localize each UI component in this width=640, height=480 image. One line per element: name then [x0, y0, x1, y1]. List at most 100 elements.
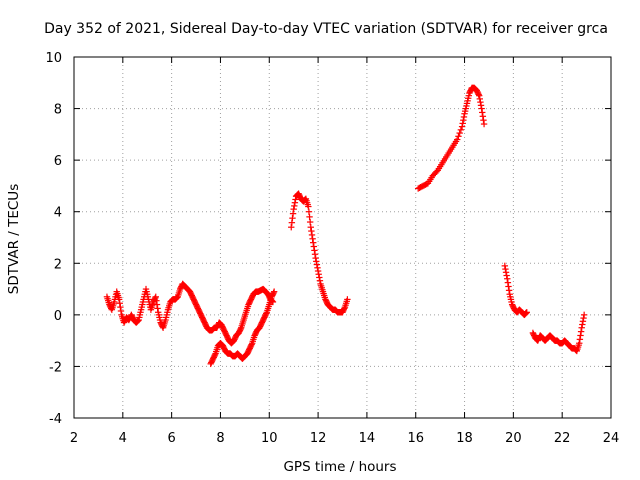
x-tick-label: 10 — [261, 431, 278, 446]
x-tick-label: 24 — [603, 431, 620, 446]
x-tick-label: 2 — [70, 431, 78, 446]
data-point-plus — [153, 297, 160, 304]
data-point-plus — [291, 202, 298, 210]
data-point-plus — [153, 301, 161, 308]
data-point-plus — [116, 300, 123, 307]
data-point-plus — [263, 310, 270, 317]
data-point-plus — [313, 261, 321, 268]
data-point-plus — [316, 274, 323, 281]
data-point-plus — [480, 120, 488, 128]
data-point-plus — [302, 196, 309, 203]
data-point-plus — [117, 303, 124, 311]
data-point-plus — [477, 102, 485, 109]
y-tick-label: 10 — [45, 51, 62, 66]
data-point-plus — [456, 129, 463, 137]
data-point-plus — [313, 258, 320, 265]
data-point-plus — [134, 317, 142, 324]
data-point-plus — [576, 336, 584, 343]
data-point-plus — [314, 267, 322, 275]
data-point-plus — [312, 254, 319, 262]
y-tick-label: 0 — [54, 309, 62, 324]
data-point-plus — [480, 116, 487, 124]
data-point-plus — [290, 205, 297, 213]
data-point-plus — [458, 123, 466, 130]
y-tick-label: -2 — [49, 360, 62, 375]
x-tick-label: 20 — [505, 431, 522, 446]
x-tick-label: 8 — [216, 431, 224, 446]
data-point-plus — [578, 324, 585, 331]
y-tick-label: 4 — [54, 206, 62, 221]
data-point-plus — [433, 168, 440, 175]
data-point-plus — [115, 296, 123, 303]
data-point-plus — [478, 105, 485, 112]
y-tick-label: 2 — [54, 257, 62, 272]
data-point-plus — [270, 289, 277, 297]
data-point-plus — [305, 203, 312, 210]
data-point-plus — [306, 213, 313, 221]
data-point-plus — [154, 305, 161, 312]
data-point-plus — [310, 243, 318, 250]
data-point-plus — [502, 269, 510, 276]
data-point-plus — [476, 95, 484, 103]
data-point-plus — [504, 279, 512, 286]
x-tick-label: 4 — [119, 431, 127, 446]
data-point-plus — [454, 136, 461, 143]
data-point-plus — [457, 126, 465, 134]
data-point-plus — [289, 210, 297, 217]
y-tick-label: 6 — [54, 154, 62, 169]
data-point-plus — [580, 311, 588, 319]
data-point-plus — [341, 305, 348, 312]
x-tick-label: 12 — [310, 431, 327, 446]
data-point-plus — [152, 293, 159, 301]
data-point-plus — [288, 223, 295, 231]
data-point-plus — [306, 218, 314, 226]
data-point-plus — [505, 287, 513, 294]
data-point-plus — [248, 341, 255, 348]
data-point-plus — [479, 113, 487, 120]
x-tick-label: 18 — [456, 431, 473, 446]
data-point-plus — [315, 271, 322, 278]
data-point-plus — [316, 277, 324, 284]
data-point-plus — [577, 332, 584, 339]
data-point-plus — [307, 223, 314, 231]
data-point-plus — [580, 314, 587, 322]
chart-title: Day 352 of 2021, Sidereal Day-to-day VTE… — [44, 21, 608, 37]
data-point-plus — [477, 98, 484, 106]
data-point-plus — [311, 251, 319, 258]
data-point-plus — [288, 219, 296, 226]
data-point-plus — [314, 264, 321, 271]
data-point-plus — [505, 283, 512, 290]
data-point-plus — [576, 340, 583, 347]
data-point-plus — [291, 199, 299, 206]
data-point-plus — [573, 347, 580, 354]
data-point-plus — [522, 310, 529, 317]
plot-frame — [73, 56, 612, 419]
data-point-plus — [289, 214, 296, 222]
x-axis-title: GPS time / hours — [283, 459, 396, 475]
data-point-plus — [308, 231, 316, 239]
grid — [74, 57, 611, 418]
y-axis-title: SDTVAR / TECUs — [6, 184, 22, 294]
data-point-plus — [292, 196, 299, 203]
data-point-plus — [479, 109, 486, 116]
y-tick-label: 8 — [54, 103, 62, 118]
data-point-plus — [475, 91, 482, 98]
data-point-plus — [455, 133, 462, 140]
data-point-plus — [504, 275, 511, 282]
x-tick-label: 22 — [554, 431, 571, 446]
data-point-plus — [501, 262, 509, 270]
data-point-plus — [309, 235, 316, 242]
data-point-plus — [522, 309, 530, 317]
data-point-plus — [311, 247, 318, 254]
data-point-plus — [475, 92, 483, 99]
data-point-plus — [270, 288, 278, 295]
data-point-plus — [577, 328, 585, 335]
x-tick-label: 6 — [167, 431, 175, 446]
data-point-plus — [502, 265, 509, 273]
data-point-plus — [459, 120, 466, 127]
data-point-plus — [211, 351, 219, 359]
data-point-plus — [134, 318, 141, 325]
data-points — [103, 84, 588, 368]
